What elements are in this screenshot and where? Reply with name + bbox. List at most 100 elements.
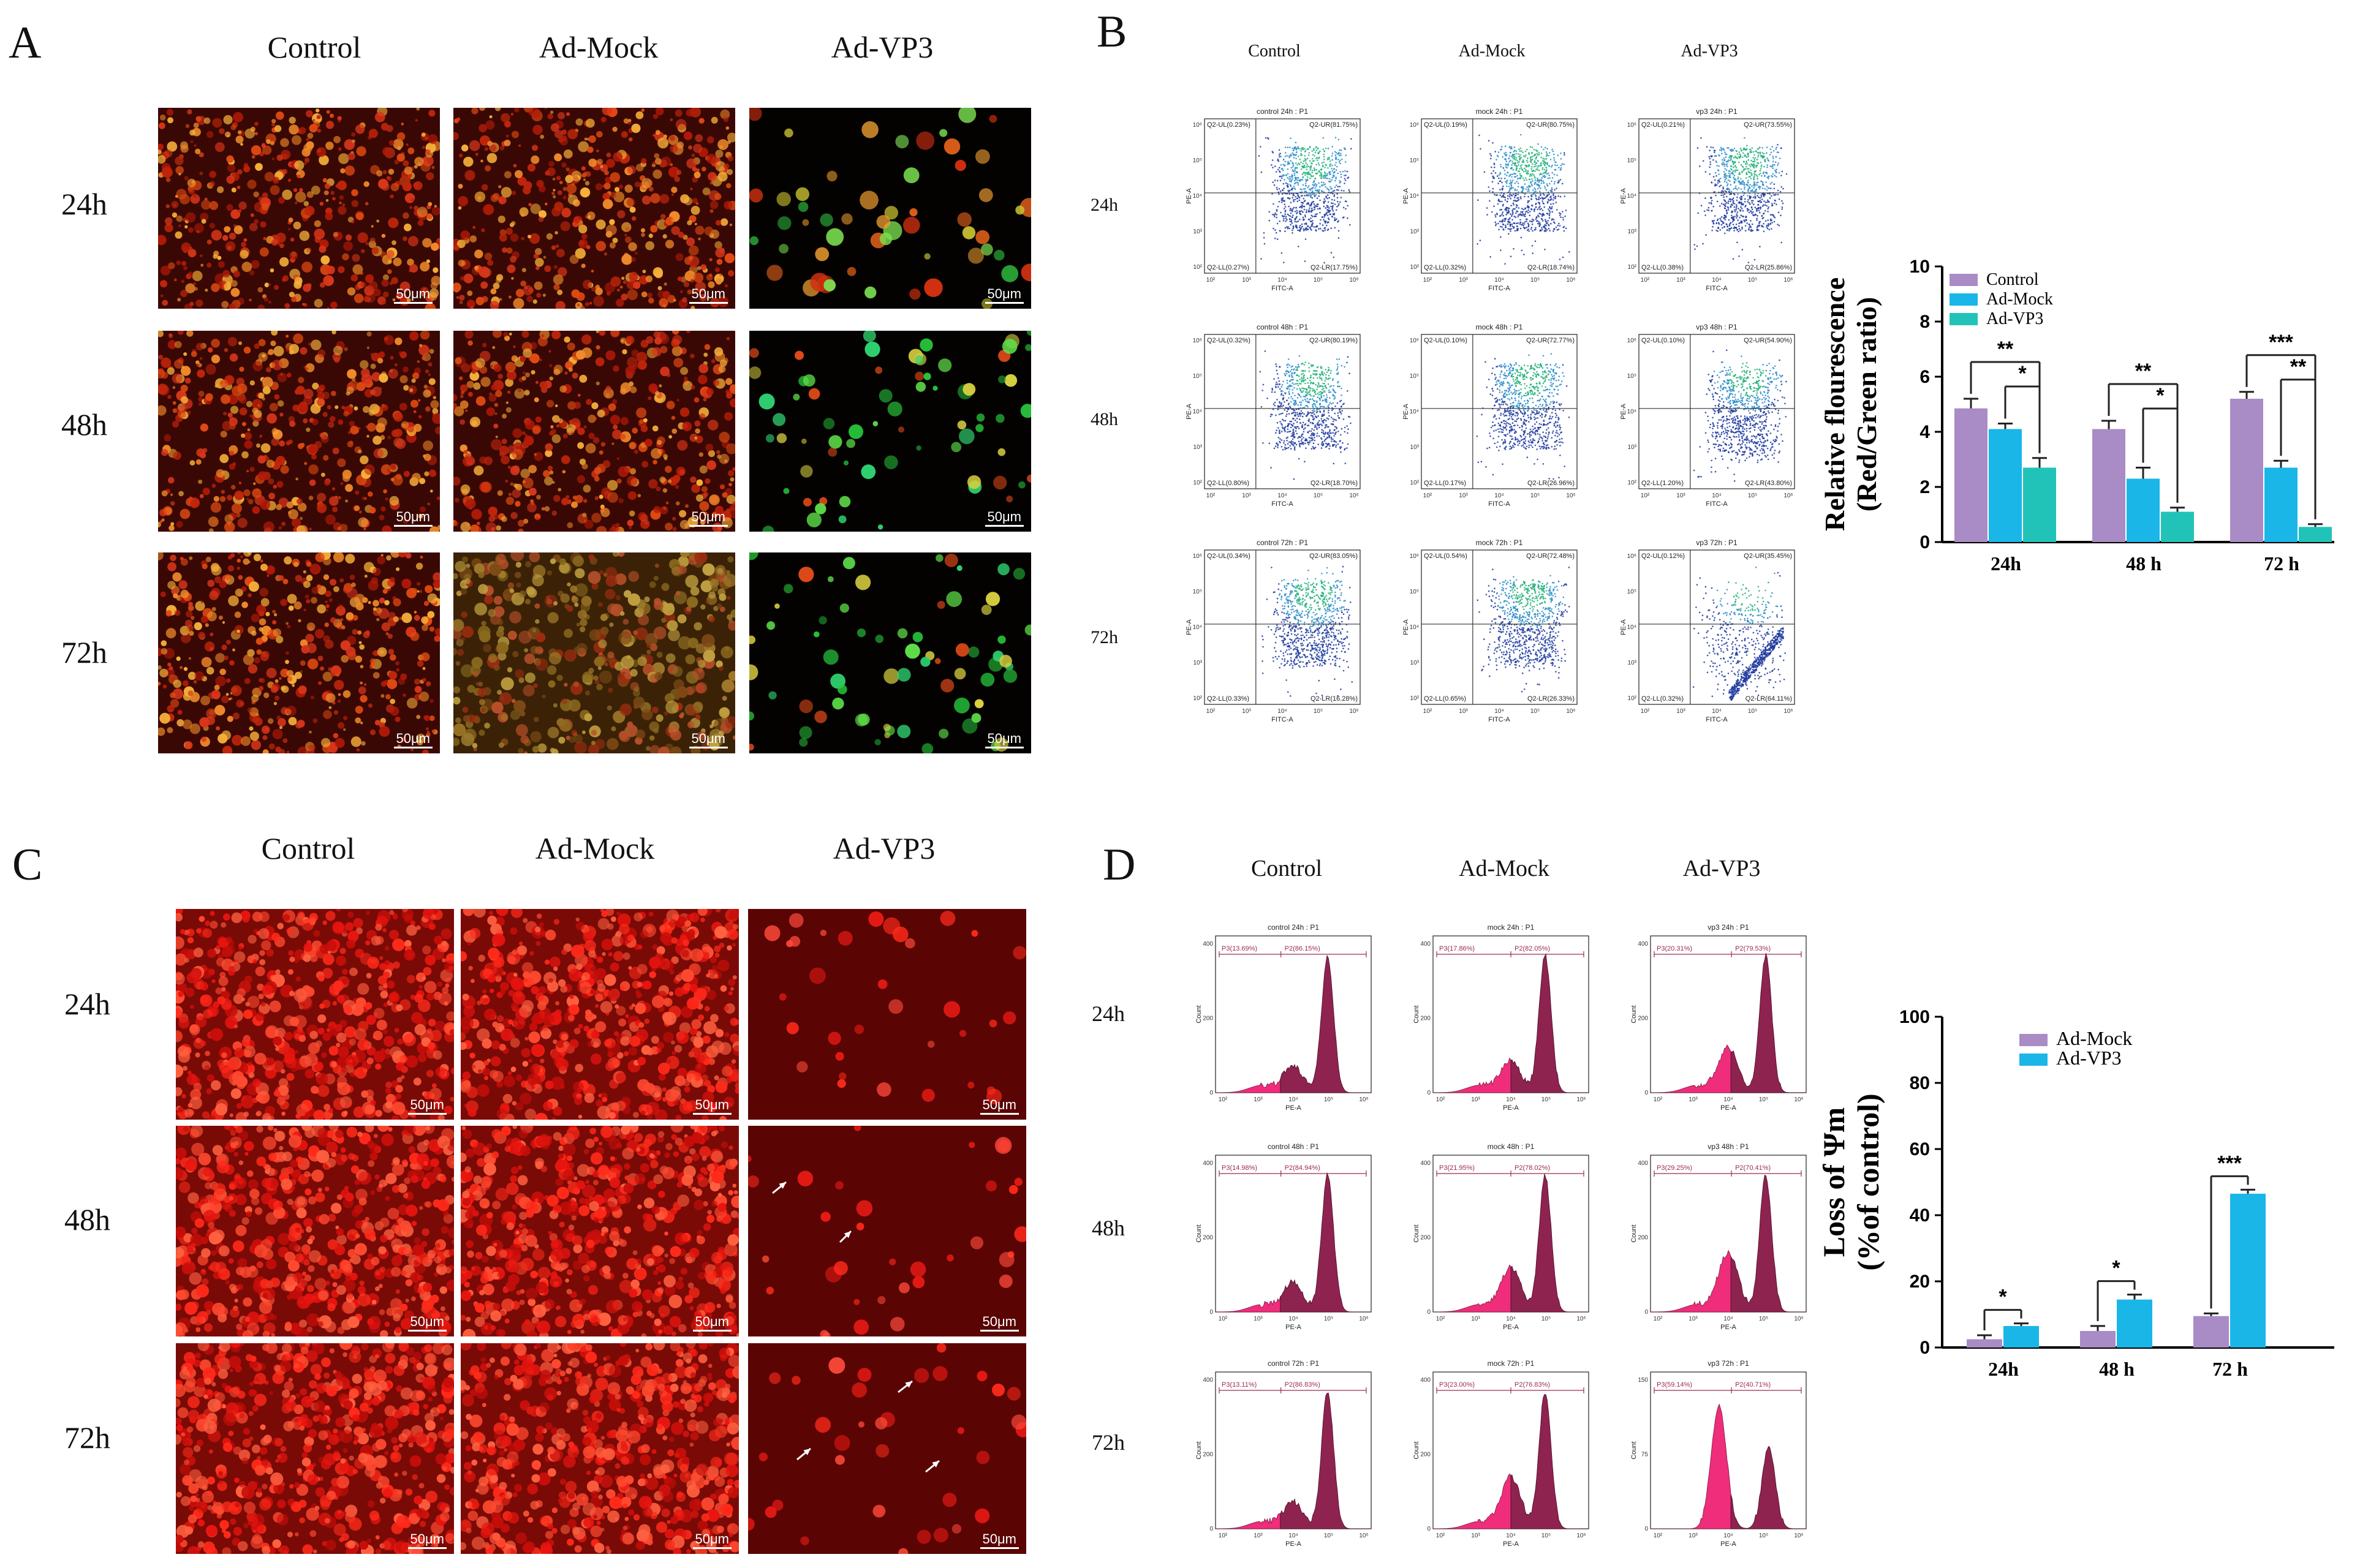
quadrant-ll-label: Q2-LL(1.20%) [1641,480,1684,487]
panel-c-col-control: Control [261,831,355,865]
significance-label: ** [1997,337,2014,361]
gate-p2-label: P2(76.83%) [1515,1381,1550,1389]
quadrant-ur-label: Q2-UR(72.48%) [1526,552,1575,560]
bar-ad-vp3-0 [2003,1325,2039,1348]
legend-label-2: Ad-VP3 [1986,309,2043,328]
scale-bar: 50μm [692,1315,732,1332]
y-tick-label: 10 [1910,257,1930,277]
quadrant-ul-label: Q2-UL(0.34%) [1207,552,1250,560]
quadrant-ll-label: Q2-LL(0.32%) [1424,264,1466,271]
svg-text:10³: 10³ [1193,228,1203,235]
axis-y-label: Count [1195,1441,1203,1459]
legend-swatch-1 [1950,293,1978,306]
axis-x-label: PE-A [1720,1540,1736,1548]
panel-b-dotplot-r3-c1: control 72h : P1 Q2-UL(0.34%) Q2-UR(83.05%… [1186,535,1366,726]
scale-bar: 50μm [689,732,728,748]
gate-p3-label: P3(23.00%) [1439,1381,1475,1389]
panel-d-col-advp3: Ad-VP3 [1682,856,1761,881]
panel-d-row-72h: 72h [1092,1430,1125,1455]
axis-y-label: Count [1195,1005,1203,1023]
y-axis-label-line1: Relative flourescence [1819,277,1850,531]
axis-x-label: PE-A [1285,1540,1301,1548]
histogram-title: mock 48h : P1 [1488,1142,1535,1151]
bar-ad-mock-1 [2080,1331,2116,1348]
panel-c-row-72h: 72h [64,1420,110,1455]
bar-ad-mock-0 [1989,429,2022,542]
gate-p2-label: P2(82.05%) [1515,945,1550,952]
axis-y-label: PE-A [1186,188,1193,204]
quadrant-lr-label: Q2-LR(26.96%) [1527,480,1575,487]
gate-p2-label: P2(70.41%) [1735,1164,1771,1172]
legend-label-0: Control [1986,270,2039,289]
bar-ad-vp3-2 [2230,1193,2266,1348]
dotplot-title: vp3 72h : P1 [1696,538,1738,547]
panel-b-dotplot-r1-c2: mock 24h : P1 Q2-UL(0.19%) Q2-UR(80.75%) Q2… [1402,104,1583,295]
panel-a-row-48h: 48h [61,407,107,442]
quadrant-ul-label: Q2-UL(0.19%) [1424,121,1467,129]
panel-d-histogram-r1-c3: vp3 24h : P1 P3(20.31%) P2(79.53%) 10² 10³ 10… [1630,920,1811,1115]
bar-ad-vp3-2 [2299,527,2332,542]
panel-letter-d: D [1103,840,1136,890]
panel-a-row-72h: 72h [61,635,107,669]
gate-p2-label: P2(79.53%) [1735,945,1771,952]
y-axis-label-line1: Loss of Ψm [1817,1107,1851,1257]
axis-y-label: Count [1630,1224,1638,1242]
axis-y-label: PE-A [1620,619,1627,635]
axis-x-label: PE-A [1503,1104,1519,1112]
panel-b-dotplot-r3-c3: vp3 72h : P1 Q2-UL(0.12%) Q2-UR(35.45%) Q2-… [1620,535,1801,726]
x-tick-label: 48 h [2126,552,2161,575]
legend-label-0: Ad-Mock [2056,1027,2132,1049]
axis-y-label: Count [1413,1441,1420,1459]
scale-bar: 50μm [407,1315,447,1332]
axis-y-label: Count [1630,1005,1638,1023]
bar-ad-vp3-1 [2161,511,2194,542]
y-tick-label: 2 [1919,477,1930,497]
panel-c-micrograph-r3-c1: 50μm [176,1343,454,1554]
scale-bar: 50μm [393,287,433,304]
quadrant-ll-label: Q2-LL(0.33%) [1207,695,1249,703]
panel-d-histogram-r1-c2: mock 24h : P1 P3(17.86%) P2(82.05%) 10² 10³ 1… [1413,920,1594,1115]
axis-y-label: Count [1413,1005,1420,1023]
scale-bar: 50μm [689,287,728,304]
significance-label: *** [2217,1152,2242,1175]
chart-loss-of-psi-m: 0 20 40 60 80 100 Loss of Ψm (%of control) 24h 48… [1813,1005,2347,1384]
histogram-title: vp3 24h : P1 [1708,923,1749,932]
y-tick-label: 40 [1910,1205,1930,1226]
axis-y-label: PE-A [1402,619,1410,635]
quadrant-lr-label: Q2-LR(17.75%) [1310,264,1358,271]
quadrant-ur-label: Q2-UR(35.45%) [1744,552,1792,560]
quadrant-ll-label: Q2-LL(0.17%) [1424,480,1466,487]
axis-x-label: PE-A [1503,1324,1519,1331]
svg-text:10⁴: 10⁴ [1193,193,1202,200]
svg-text:10⁵: 10⁵ [1314,277,1323,284]
histogram-title: vp3 72h : P1 [1708,1359,1749,1368]
quadrant-ur-label: Q2-UR(73.55%) [1744,121,1792,129]
panel-c-micrograph-r2-c2: 50μm [461,1126,739,1336]
svg-text:10²: 10² [1206,277,1216,284]
panel-c-micrograph-r1-c2: 50μm [461,909,739,1120]
panel-d-histogram-r3-c3: vp3 72h : P1 P3(59.14%) P2(40.71%) 10² 10³ 10… [1630,1356,1811,1551]
y-tick-label: 0 [1919,532,1930,552]
x-tick-label: 72 h [2264,552,2299,575]
y-tick-label: 100 [1899,1007,1930,1027]
panel-letter-c: C [12,840,43,890]
bar-ad-mock-2 [2193,1316,2229,1348]
gate-p2-label: P2(86.15%) [1285,945,1320,952]
significance-label: * [2156,384,2165,407]
panel-a-micrograph-r1-c3: 50μm [749,108,1031,309]
panel-letter-b: B [1097,7,1127,57]
legend-swatch-2 [1950,313,1978,325]
histogram-title: control 24h : P1 [1268,923,1319,932]
panel-b-col-admock: Ad-Mock [1458,42,1526,61]
panel-c-row-24h: 24h [64,987,110,1021]
bar-control-2 [2230,399,2263,542]
panel-b-col-advp3: Ad-VP3 [1681,42,1738,61]
panel-d-histogram-r2-c1: control 48h : P1 P3(14.98%) P2(84.94%) 10² 1… [1195,1139,1376,1334]
histogram-title: control 48h : P1 [1268,1142,1319,1151]
y-tick-label: 6 [1919,367,1930,387]
dotplot-title: mock 48h : P1 [1476,323,1523,331]
dotplot-title: mock 72h : P1 [1476,538,1523,547]
x-tick-label: 24h [1988,1358,2019,1380]
axis-x-label: FITC-A [1706,500,1728,508]
chart-red-green-ratio: 0 2 4 6 8 10 Relative flourescence (Red/Green r… [1813,245,2347,588]
